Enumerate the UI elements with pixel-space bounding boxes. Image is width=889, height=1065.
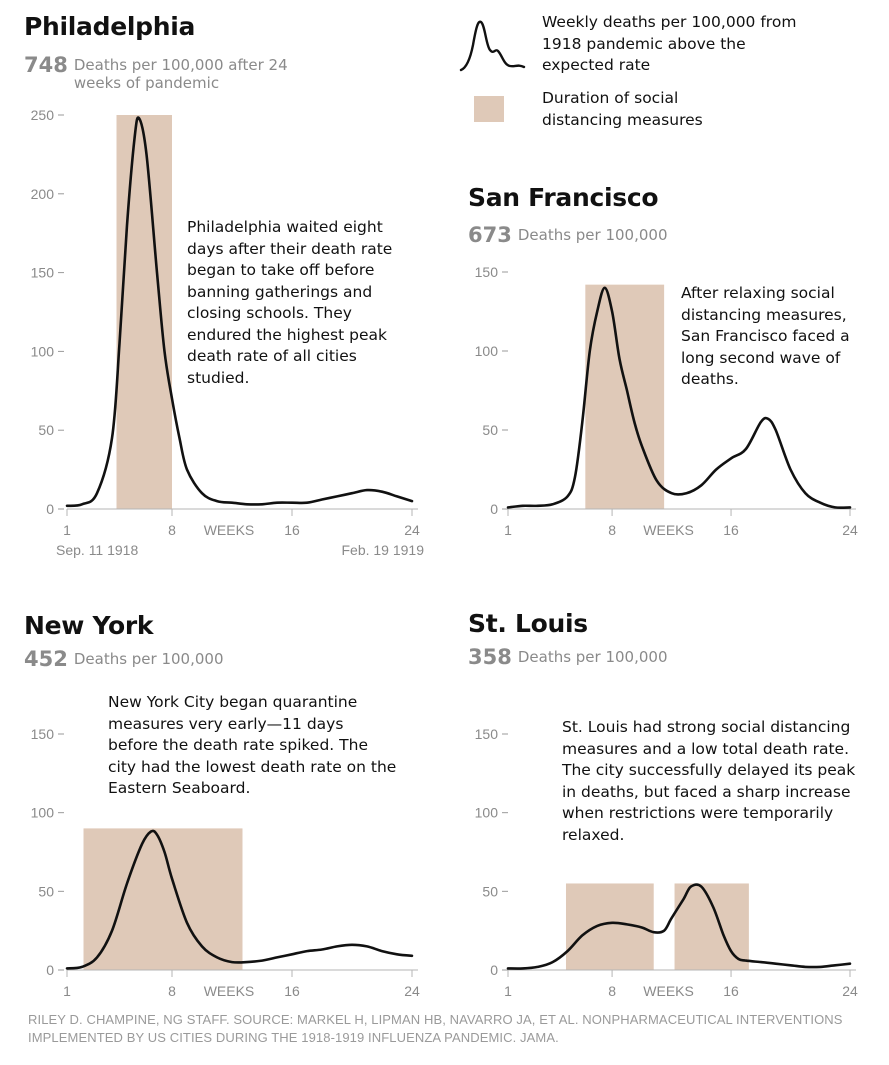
y-tick-label: 100 (31, 343, 55, 359)
y-tick-label: 150 (31, 726, 55, 742)
x-axis-label: WEEKS (643, 522, 694, 538)
x-tick-label: 24 (404, 983, 420, 999)
panel-title-san-francisco: San Francisco (468, 183, 659, 212)
x-tick-label: 24 (842, 522, 858, 538)
series-line (506, 883, 852, 970)
y-tick-label: 50 (482, 883, 498, 899)
annotation-philadelphia: Philadelphia waited eight days after the… (187, 218, 393, 387)
panel-title-new-york: New York (24, 611, 154, 640)
x-tick-label: 24 (404, 522, 420, 538)
stat-new-york: 452 Deaths per 100,000 (24, 647, 224, 671)
distancing-period-box (116, 115, 172, 509)
panel-title-philadelphia: Philadelphia (24, 12, 196, 41)
x-tick-label: 16 (723, 983, 739, 999)
chart-new-york: 0 50 100 150 1 8 16 24 WEEKS (31, 726, 420, 999)
x-tick-label: 1 (63, 522, 71, 538)
x-axis-label: WEEKS (204, 522, 255, 538)
stat-value: 673 (468, 223, 512, 247)
distancing-period-box (674, 883, 749, 970)
stat-philadelphia: 748 Deaths per 100,000 after 24 weeks of … (24, 53, 294, 93)
y-tick-label: 250 (31, 107, 55, 123)
stat-st-louis: 358 Deaths per 100,000 (468, 645, 668, 669)
y-tick-label: 50 (38, 883, 54, 899)
y-tick-label: 150 (31, 265, 55, 281)
annotation-st-louis: St. Louis had strong social distancing m… (562, 718, 856, 844)
y-tick-label: 0 (46, 501, 54, 517)
distancing-period-box (83, 828, 243, 970)
y-tick-label: 50 (482, 422, 498, 438)
x-tick-label: 8 (168, 983, 176, 999)
x-axis-label: WEEKS (643, 983, 694, 999)
x-tick-label: 16 (284, 983, 300, 999)
stat-value: 748 (24, 53, 68, 77)
legend-box-label: Duration of social distancing measures (542, 89, 703, 129)
x-tick-label: 1 (63, 983, 71, 999)
x-tick-label: 24 (842, 983, 858, 999)
distancing-period-box (585, 284, 665, 509)
date-start-label: Sep. 11 1918 (56, 542, 138, 558)
stat-label: Deaths per 100,000 after 24 weeks of pan… (73, 56, 288, 92)
y-tick-label: 200 (31, 186, 55, 202)
annotation-new-york: New York City began quarantine measures … (108, 693, 397, 797)
x-tick-label: 1 (504, 522, 512, 538)
x-tick-label: 16 (723, 522, 739, 538)
y-tick-label: 150 (475, 264, 499, 280)
source-credit: RILEY D. CHAMPINE, NG STAFF. SOURCE: MAR… (28, 1012, 843, 1045)
annotation-san-francisco: After relaxing social distancing measure… (681, 284, 850, 388)
y-tick-label: 100 (475, 343, 499, 359)
x-axis-label: WEEKS (204, 983, 255, 999)
legend-line-label: Weekly deaths per 100,000 from 1918 pand… (542, 13, 797, 74)
x-tick-label: 16 (284, 522, 300, 538)
y-tick-label: 100 (475, 805, 499, 821)
stat-label: Deaths per 100,000 (517, 648, 668, 666)
chart-san-francisco: 0 50 100 150 1 8 16 24 WEEKS (475, 264, 858, 538)
stat-value: 358 (468, 645, 512, 669)
x-tick-label: 8 (168, 522, 176, 538)
y-tick-label: 150 (475, 726, 499, 742)
y-tick-label: 0 (46, 962, 54, 978)
chart-st-louis: 0 50 100 150 1 8 16 24 WEEKS (475, 726, 858, 999)
stat-value: 452 (24, 647, 68, 671)
stat-san-francisco: 673 Deaths per 100,000 (468, 223, 668, 247)
panel-title-st-louis: St. Louis (468, 609, 588, 638)
chart-philadelphia: 0 50 100 150 200 250 1 8 16 24 WEEKS Sep. 11 1918 Fe… (31, 107, 425, 558)
date-end-label: Feb. 19 1919 (341, 542, 424, 558)
x-tick-label: 8 (608, 522, 616, 538)
y-tick-label: 0 (490, 501, 498, 517)
y-tick-label: 0 (490, 962, 498, 978)
series-line (506, 286, 852, 510)
x-tick-label: 1 (504, 983, 512, 999)
stat-label: Deaths per 100,000 (73, 650, 224, 668)
y-tick-label: 100 (31, 805, 55, 821)
y-tick-label: 50 (38, 422, 54, 438)
series-line (65, 829, 414, 970)
x-tick-label: 8 (608, 983, 616, 999)
series-line (65, 116, 414, 508)
stat-label: Deaths per 100,000 (517, 226, 668, 244)
